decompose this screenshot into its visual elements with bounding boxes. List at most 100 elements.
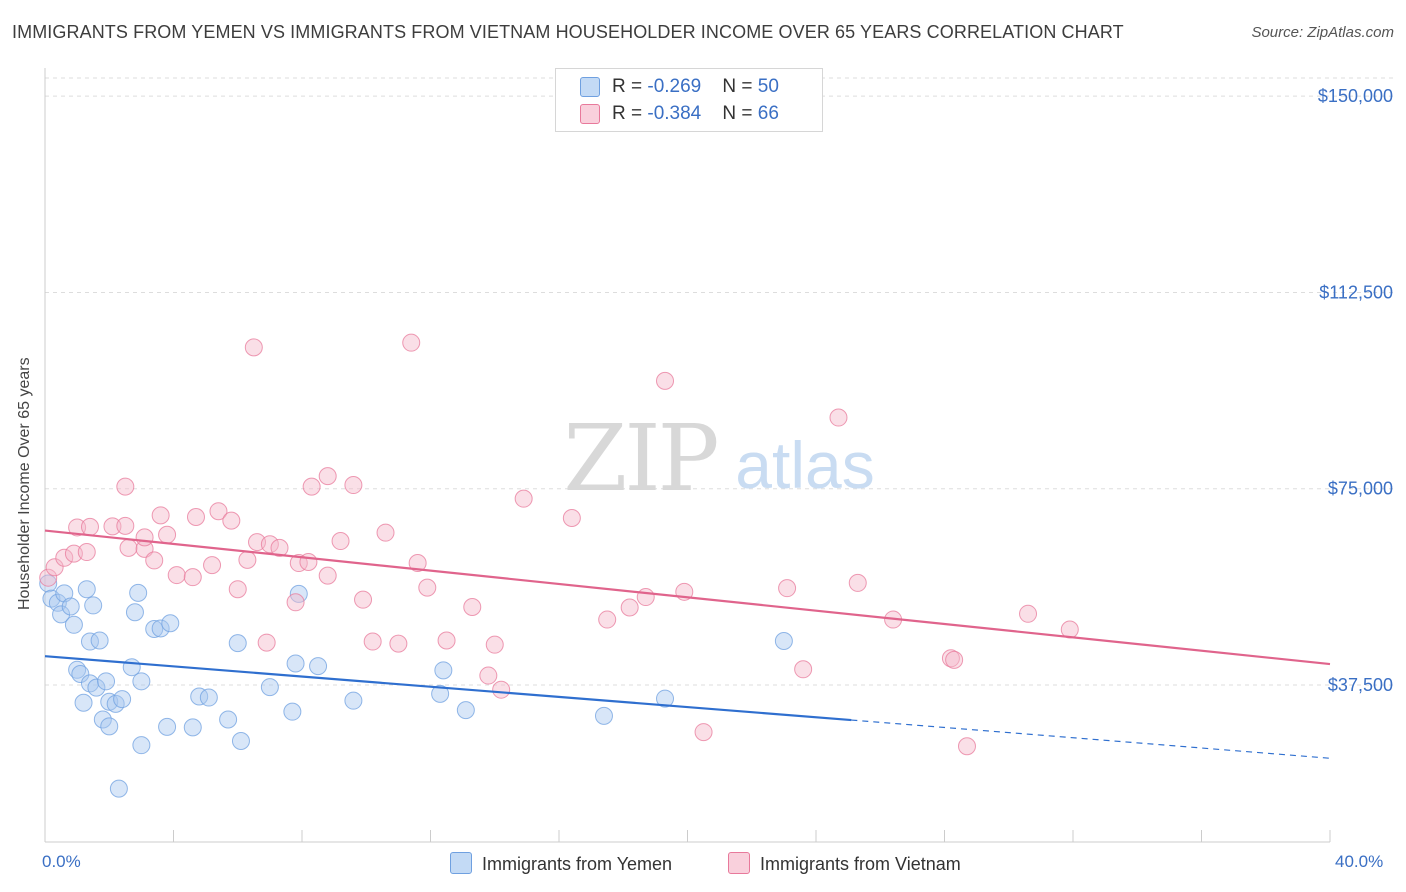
point-yemen bbox=[93, 710, 112, 729]
legend-r-label: R = bbox=[612, 103, 648, 124]
point-vietnam bbox=[492, 680, 511, 699]
point-vietnam bbox=[562, 509, 581, 528]
legend-correlation: R = -0.269 N = 50 R = -0.384 N = 66 bbox=[555, 68, 823, 132]
point-vietnam bbox=[418, 578, 437, 597]
point-yemen bbox=[199, 688, 218, 707]
point-yemen bbox=[87, 678, 106, 697]
point-vietnam bbox=[55, 548, 74, 567]
point-vietnam bbox=[68, 518, 87, 537]
point-yemen bbox=[158, 717, 177, 736]
point-vietnam bbox=[344, 476, 363, 495]
point-yemen bbox=[228, 634, 247, 653]
point-yemen bbox=[132, 672, 151, 691]
point-vietnam bbox=[402, 333, 421, 352]
point-vietnam bbox=[848, 573, 867, 592]
point-vietnam bbox=[244, 338, 263, 357]
data-points bbox=[39, 333, 1079, 798]
point-vietnam bbox=[257, 633, 276, 652]
point-yemen bbox=[97, 672, 116, 691]
point-yemen bbox=[431, 684, 450, 703]
watermark: ZIP atlas bbox=[563, 405, 874, 512]
point-yemen bbox=[55, 584, 74, 603]
point-yemen bbox=[260, 678, 279, 697]
point-yemen bbox=[61, 597, 80, 616]
trend-line-yemen-extension bbox=[851, 719, 1331, 759]
chart-title: IMMIGRANTS FROM YEMEN VS IMMIGRANTS FROM… bbox=[12, 22, 1124, 42]
point-vietnam bbox=[64, 544, 83, 563]
point-vietnam bbox=[620, 598, 639, 617]
point-yemen bbox=[100, 717, 119, 736]
trend-line-vietnam bbox=[44, 529, 1331, 666]
point-vietnam bbox=[286, 593, 305, 612]
y-tick-label: $75,000 bbox=[1328, 479, 1393, 499]
point-vietnam bbox=[656, 371, 675, 390]
legend-swatch-vietnam bbox=[580, 104, 600, 124]
point-vietnam bbox=[135, 528, 154, 547]
x-axis-min-label: 0.0% bbox=[42, 852, 81, 871]
point-yemen bbox=[151, 619, 170, 638]
point-yemen bbox=[456, 701, 475, 720]
point-yemen bbox=[64, 615, 83, 634]
point-yemen bbox=[145, 619, 164, 638]
point-vietnam bbox=[39, 568, 58, 587]
point-vietnam bbox=[158, 525, 177, 544]
point-vietnam bbox=[331, 532, 350, 551]
point-vietnam bbox=[694, 723, 713, 742]
legend-swatch-yemen bbox=[580, 77, 600, 97]
point-vietnam bbox=[829, 408, 848, 427]
point-yemen bbox=[309, 657, 328, 676]
point-vietnam bbox=[485, 635, 504, 654]
point-vietnam bbox=[116, 477, 135, 496]
point-vietnam bbox=[957, 737, 976, 756]
point-vietnam bbox=[363, 632, 382, 651]
point-vietnam bbox=[289, 554, 308, 573]
chart-source: Source: ZipAtlas.com bbox=[1251, 24, 1394, 41]
bottom-legend-vietnam: Immigrants from Vietnam bbox=[728, 852, 961, 875]
legend-n-value-yemen: 50 bbox=[757, 76, 779, 97]
point-vietnam bbox=[238, 550, 257, 569]
point-vietnam bbox=[318, 566, 337, 585]
point-yemen bbox=[190, 687, 209, 706]
bottom-legend-label-yemen: Immigrants from Yemen bbox=[482, 854, 673, 874]
point-vietnam bbox=[318, 467, 337, 486]
point-vietnam bbox=[636, 588, 655, 607]
legend-r-value-vietnam: -0.384 bbox=[647, 103, 702, 124]
point-vietnam bbox=[119, 538, 138, 557]
point-vietnam bbox=[945, 650, 964, 669]
gridlines bbox=[45, 77, 1395, 686]
bottom-legend-swatch-yemen bbox=[450, 852, 472, 874]
point-yemen bbox=[594, 706, 613, 725]
legend-n-label: N = bbox=[722, 103, 758, 124]
point-vietnam bbox=[794, 660, 813, 679]
point-yemen bbox=[434, 661, 453, 680]
point-yemen bbox=[90, 631, 109, 650]
point-yemen bbox=[283, 702, 302, 721]
point-vietnam bbox=[209, 502, 228, 521]
point-yemen bbox=[77, 580, 96, 599]
point-vietnam bbox=[45, 558, 64, 577]
point-yemen bbox=[129, 583, 148, 602]
point-vietnam bbox=[598, 610, 617, 629]
y-tick-label: $112,500 bbox=[1319, 282, 1393, 302]
point-vietnam bbox=[479, 666, 498, 685]
point-vietnam bbox=[389, 634, 408, 653]
trend-line-yemen bbox=[44, 655, 852, 722]
point-yemen bbox=[231, 731, 250, 750]
watermark-zip: ZIP bbox=[563, 405, 716, 512]
point-yemen bbox=[52, 605, 71, 624]
point-vietnam bbox=[514, 489, 533, 508]
legend-n-label: N = bbox=[722, 76, 758, 97]
point-yemen bbox=[39, 574, 58, 593]
point-vietnam bbox=[228, 580, 247, 599]
point-yemen bbox=[113, 690, 132, 709]
point-vietnam bbox=[167, 566, 186, 585]
bottom-legend-label-vietnam: Immigrants from Vietnam bbox=[760, 854, 961, 874]
axes bbox=[44, 68, 1331, 843]
point-vietnam bbox=[183, 568, 202, 587]
point-vietnam bbox=[103, 517, 122, 536]
y-axis-label: Householder Income Over 65 years bbox=[16, 357, 33, 610]
point-vietnam bbox=[151, 506, 170, 525]
legend-n-value-vietnam: 66 bbox=[757, 103, 779, 124]
y-tick-label: $37,500 bbox=[1328, 675, 1393, 695]
